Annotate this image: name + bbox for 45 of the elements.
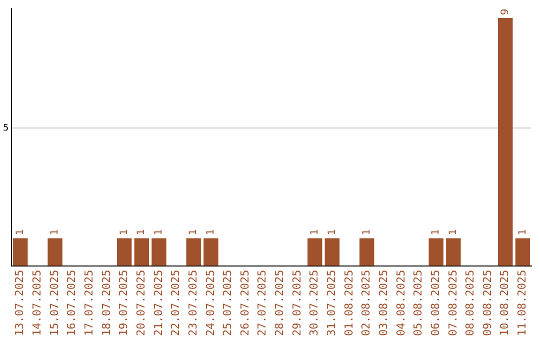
data-label: 1 (154, 228, 165, 236)
x-tick-label: 06.08.2025 (428, 270, 442, 336)
x-tick-label: 09.08.2025 (480, 270, 494, 336)
x-tick-label: 23.07.2025 (186, 270, 200, 336)
x-tick-label: 14.07.2025 (30, 270, 44, 336)
x-tick-label: 11.08.2025 (516, 270, 529, 336)
x-tick-label: 27.07.2025 (256, 270, 269, 336)
x-tick-label: 18.07.2025 (100, 270, 113, 336)
data-label: 1 (14, 228, 26, 236)
x-tick-label: 03.08.2025 (376, 270, 390, 336)
x-tick-label: 30.07.2025 (308, 270, 321, 336)
data-label: 1 (361, 228, 372, 236)
x-tick-label: 20.07.2025 (134, 270, 148, 336)
x-tick-label: 13.07.2025 (13, 270, 26, 336)
data-label: 1 (326, 228, 338, 236)
x-tick-label: 08.08.2025 (464, 270, 477, 336)
x-tick-label: 02.08.2025 (360, 270, 373, 336)
data-label: 1 (309, 228, 320, 236)
x-tick-label: 15.07.2025 (48, 270, 61, 336)
x-tick-label: 17.07.2025 (82, 270, 96, 336)
x-tick-label: 26.07.2025 (238, 270, 252, 336)
data-label: 9 (500, 8, 511, 16)
x-tick-label: 25.07.2025 (221, 270, 234, 336)
data-label: 1 (136, 228, 148, 236)
x-tick-label: 21.07.2025 (152, 270, 165, 336)
data-label: 1 (206, 228, 217, 236)
x-tick-label: 31.07.2025 (325, 270, 338, 336)
data-label: 1 (188, 228, 200, 236)
x-tick-label: 22.07.2025 (169, 270, 182, 336)
x-tick-label: 10.08.2025 (498, 270, 512, 336)
y-tick-label: 5 (2, 123, 9, 134)
x-tick-label: 28.07.2025 (273, 270, 286, 336)
data-label: 1 (430, 228, 442, 236)
x-tick-label: 01.08.2025 (342, 270, 356, 336)
x-tick-label: 07.08.2025 (446, 270, 460, 336)
data-label: 1 (517, 228, 528, 236)
x-tick-label: 24.07.2025 (204, 270, 217, 336)
data-label: 1 (448, 228, 460, 236)
data-label: 1 (50, 228, 61, 236)
data-label: 1 (118, 228, 130, 236)
x-tick-label: 16.07.2025 (65, 270, 78, 336)
x-tick-label: 04.08.2025 (394, 270, 408, 336)
x-tick-label: 29.07.2025 (290, 270, 304, 336)
x-tick-label: 19.07.2025 (117, 270, 130, 336)
x-tick-label: 05.08.2025 (412, 270, 425, 336)
